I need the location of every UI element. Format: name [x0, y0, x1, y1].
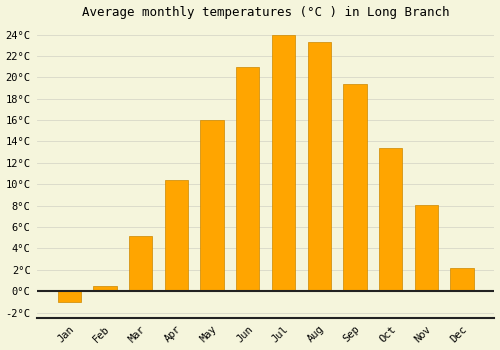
Title: Average monthly temperatures (°C ) in Long Branch: Average monthly temperatures (°C ) in Lo… [82, 6, 450, 19]
Bar [236, 66, 260, 291]
Bar [344, 84, 366, 291]
Bar [200, 120, 224, 291]
Bar [379, 148, 402, 291]
Bar [129, 236, 152, 291]
Bar [94, 286, 116, 291]
Bar [414, 204, 438, 291]
Bar [308, 42, 331, 291]
Bar [272, 35, 295, 291]
Bar [450, 268, 473, 291]
Bar [58, 291, 81, 302]
Bar [164, 180, 188, 291]
